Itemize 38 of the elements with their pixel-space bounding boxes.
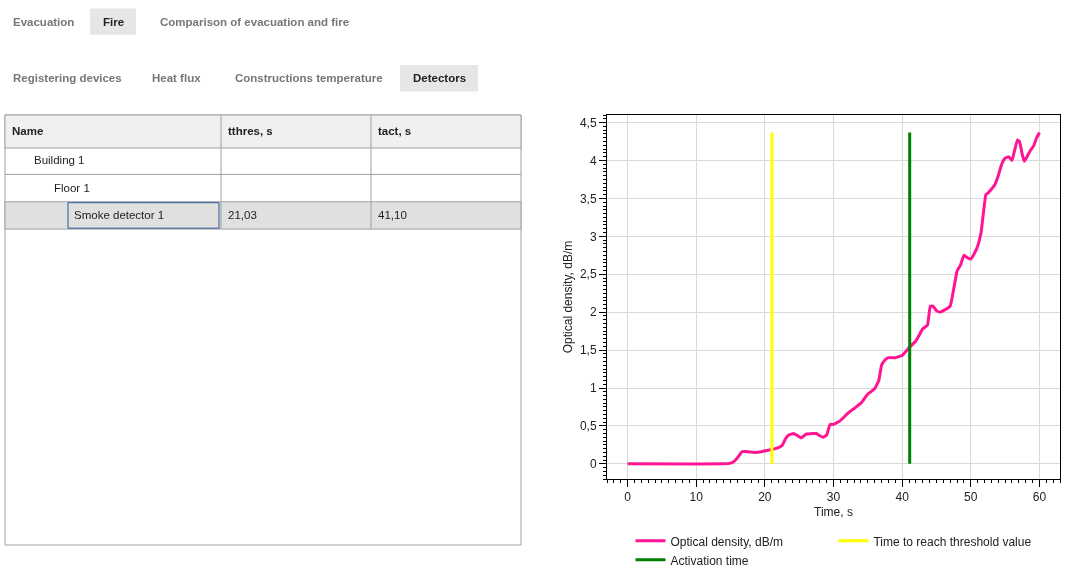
text: Constructions temperature <box>235 72 383 84</box>
y-tick-label: 1,5 <box>579 343 597 358</box>
y-tick-label: 1 <box>589 381 597 396</box>
y-tick-label: 2,5 <box>579 267 597 282</box>
y-tick-label: 0 <box>589 457 597 472</box>
x-tick-label: 60 <box>1032 490 1047 505</box>
text: Registering devices <box>13 72 122 84</box>
x-tick-label: 40 <box>895 490 910 505</box>
x-tick-label: 30 <box>826 490 841 505</box>
legend-label: Time to reach threshold value <box>873 534 1032 549</box>
legend-label: Activation time <box>670 553 749 568</box>
text: 21,03 <box>228 209 257 221</box>
x-tick-label: 10 <box>689 490 704 505</box>
text: Evacuation <box>13 16 75 28</box>
text: Name <box>12 125 44 137</box>
y-tick-label: 4,5 <box>579 115 597 130</box>
text: tthres, s <box>228 125 273 137</box>
x-tick-label: 50 <box>964 490 978 505</box>
legend-label: Optical density, dB/m <box>670 534 783 549</box>
text: Floor 1 <box>54 182 90 194</box>
text: Heat flux <box>152 72 202 84</box>
y-tick-label: 4 <box>589 153 597 168</box>
x-tick-label: 20 <box>758 490 772 505</box>
text: Smoke detector 1 <box>74 209 165 221</box>
line-series <box>626 130 1041 466</box>
y-tick-label: 3 <box>589 229 597 244</box>
x-tick-label: 0 <box>624 490 632 505</box>
text: Fire <box>103 16 125 28</box>
x-axis-title: Time, s <box>814 505 853 520</box>
text: tact, s <box>378 125 412 137</box>
y-tick-label: 2 <box>589 305 597 320</box>
y-tick-label: 0,5 <box>579 419 597 434</box>
text: Comparison of evacuation and fire <box>160 16 350 28</box>
y-tick-label: 3,5 <box>579 191 597 206</box>
text: Building 1 <box>34 154 85 166</box>
text: Detectors <box>413 72 467 84</box>
text: 41,10 <box>378 209 407 221</box>
y-axis-title: Optical density, dB/m <box>561 240 576 354</box>
